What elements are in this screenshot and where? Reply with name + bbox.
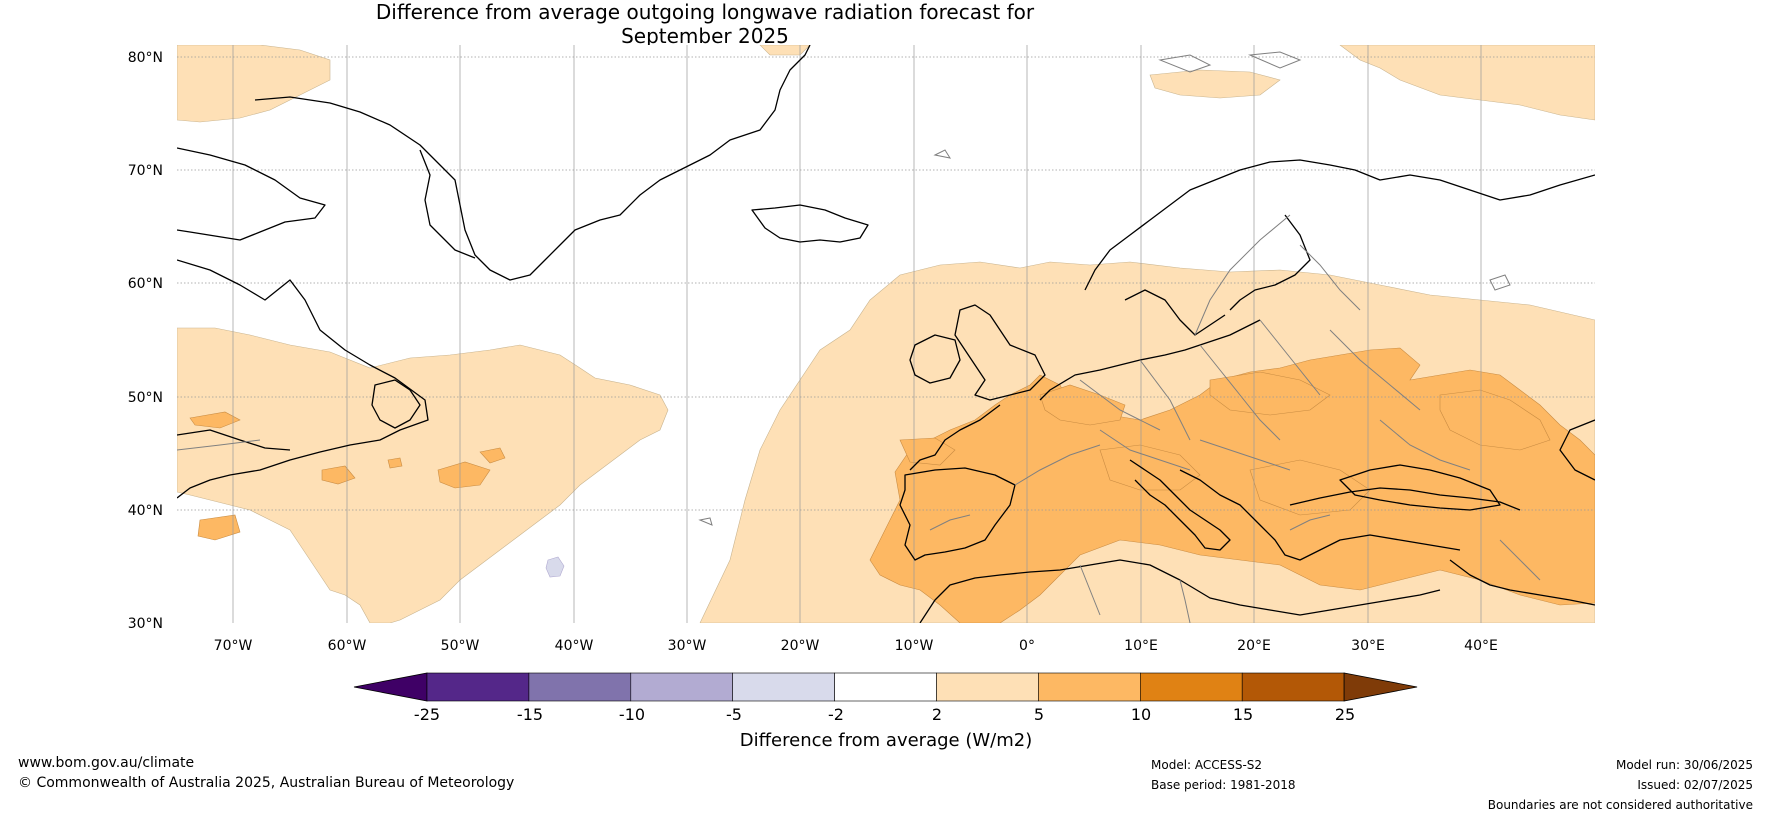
lon-label: 10°E	[1124, 638, 1158, 654]
colorbar-bin	[1140, 672, 1243, 702]
lat-label: 70°N	[128, 163, 163, 179]
lon-label: 70°W	[214, 638, 253, 654]
footer-boundaries: Boundaries are not considered authoritat…	[1487, 798, 1753, 812]
baffin-coast	[177, 147, 326, 241]
colorbar-tick-label: -2	[828, 705, 844, 724]
colorbar-tick-label: 15	[1233, 705, 1253, 724]
map-panel	[177, 45, 1595, 623]
footer-website: www.bom.gov.au/climate	[18, 755, 195, 771]
footer-copyright: © Commonwealth of Australia 2025, Austra…	[18, 775, 515, 791]
lat-label: 50°N	[128, 390, 163, 406]
north-africa-coast	[919, 559, 1441, 623]
colorbar-bin	[528, 672, 632, 702]
latitude-labels: 80°N 70°N 60°N 50°N 40°N 30°N	[128, 50, 163, 632]
country-borders	[177, 214, 1541, 623]
ireland-coast	[909, 334, 961, 384]
colorbar-tick-label: 25	[1335, 705, 1355, 724]
colorbar-bin	[630, 672, 733, 702]
newfoundland-coast	[371, 379, 421, 429]
colorbar-tick-label: -25	[414, 705, 440, 724]
colorbar-extend-low	[353, 672, 428, 702]
lat-label: 80°N	[128, 50, 163, 66]
colorbar-bin	[834, 672, 937, 702]
footer-issued: Issued: 02/07/2025	[1637, 778, 1753, 792]
lon-label: 30°E	[1351, 638, 1385, 654]
italy-coast	[1129, 459, 1231, 551]
lat-label: 60°N	[128, 276, 163, 292]
lon-label: 20°E	[1237, 638, 1271, 654]
scandinavia-coast	[1084, 159, 1595, 291]
colorbar-bin	[732, 672, 835, 702]
anomaly-fill-5-10	[189, 347, 1595, 623]
colorbar-extend-high	[1343, 672, 1418, 702]
footer-base-period: Base period: 1981-2018	[1151, 778, 1296, 792]
colorbar-title: Difference from average (W/m2)	[740, 730, 1032, 751]
lon-label: 40°E	[1464, 638, 1498, 654]
longitude-labels: 70°W 60°W 50°W 40°W 30°W 20°W 10°W 0° 10…	[214, 638, 1498, 654]
lon-label: 10°W	[895, 638, 934, 654]
gridlines	[177, 45, 1595, 623]
colorbar	[353, 672, 1418, 702]
colorbar-bin	[426, 672, 530, 702]
iberia-coast	[899, 467, 1016, 561]
lon-label: 20°W	[781, 638, 820, 654]
colorbar-tick-label: -10	[619, 705, 645, 724]
lat-label: 40°N	[128, 503, 163, 519]
iceland-coast	[751, 204, 869, 243]
map-title: Difference from average outgoing longwav…	[0, 0, 1410, 48]
footer-model: Model: ACCESS-S2	[1151, 758, 1263, 772]
colorbar-bin	[936, 672, 1039, 702]
title-line-1: Difference from average outgoing longwav…	[375, 0, 1035, 24]
lon-label: 0°	[1019, 638, 1035, 654]
colorbar-tick-label: -5	[726, 705, 742, 724]
footer-model-run: Model run: 30/06/2025	[1615, 758, 1753, 772]
greenland-coast	[254, 45, 811, 281]
colorbar-bin	[1241, 672, 1345, 702]
colorbar-tick-label: 10	[1131, 705, 1151, 724]
colorbar-ticks: -25 -15 -10 -5 -2 2 5 10 15 25	[414, 705, 1355, 724]
anomaly-fill-neg-2-5	[545, 556, 565, 578]
colorbar-tick-label: 2	[932, 705, 942, 724]
title-line-2: September 2025	[621, 24, 789, 48]
lat-label: 30°N	[128, 616, 163, 632]
lon-label: 50°W	[441, 638, 480, 654]
lon-label: 30°W	[668, 638, 707, 654]
colorbar-tick-label: -15	[517, 705, 543, 724]
minor-coastlines	[698, 51, 1511, 526]
lon-label: 60°W	[328, 638, 367, 654]
colorbar-tick-label: 5	[1034, 705, 1044, 724]
lon-label: 40°W	[555, 638, 594, 654]
black-sea-coast	[1339, 464, 1501, 511]
great-britain-coast	[954, 304, 1046, 401]
colorbar-bin	[1038, 672, 1141, 702]
